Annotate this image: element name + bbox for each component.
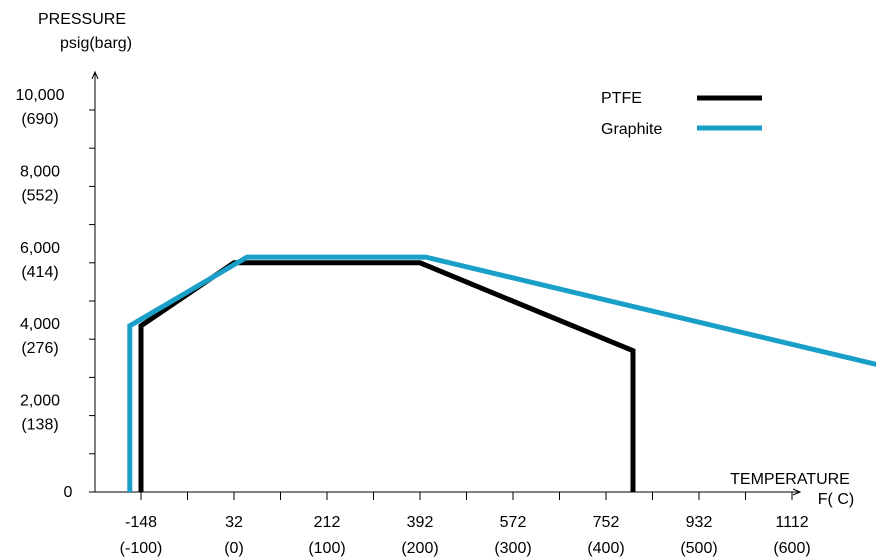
y-axis-arrowhead [91,70,99,80]
x-tick-sublabel-0: (-100) [120,540,163,557]
x-tick-sublabel-4: (300) [494,540,531,557]
legend-label-graphite: Graphite [601,121,662,138]
y-axis-title: PRESSURE [38,11,126,28]
x-tick-label-5: 752 [593,514,620,531]
x-tick-label-4: 572 [500,514,527,531]
y-axis-unit: psig(barg) [60,35,132,52]
x-tick-sublabel-7: (600) [773,540,810,557]
series-layer [127,254,876,492]
axes-layer [91,70,802,496]
ticks-layer: 0 2,000 (138) 4,000 (276) 6,000 (414) 8,000 (552… [16,87,811,557]
x-tick-label-1: 32 [225,514,243,531]
x-tick-sublabel-3: (200) [401,540,438,557]
x-axis-title: TEMPERATURE [730,471,850,488]
legend: PTFE Graphite [601,90,762,138]
y-tick-sublabel-5: (690) [21,111,58,128]
x-tick-label-6: 932 [686,514,713,531]
x-tick-label-0: -148 [125,514,157,531]
series-line-ptfe [138,260,636,492]
legend-item-ptfe: PTFE [601,90,762,107]
x-tick-label-3: 392 [407,514,434,531]
y-tick-label-5: 10,000 [16,87,65,104]
x-tick-sublabel-1: (0) [224,540,244,557]
y-tick-label-1: 2,000 [20,393,60,410]
y-tick-sublabel-1: (138) [21,417,58,434]
x-tick-sublabel-5: (400) [587,540,624,557]
series-line-graphite [127,254,876,492]
x-tick-label-2: 212 [314,514,341,531]
x-axis-arrowhead [792,488,802,496]
x-axis-unit: F( C) [818,491,854,508]
y-tick-sublabel-2: (276) [21,340,58,357]
x-tick-sublabel-2: (100) [308,540,345,557]
y-tick-sublabel-3: (414) [21,264,58,281]
y-tick-label-2: 4,000 [20,316,60,333]
legend-item-graphite: Graphite [601,121,762,138]
y-tick-label-4: 8,000 [20,163,60,180]
y-tick-label-0: 0 [64,484,73,501]
y-tick-sublabel-4: (552) [21,187,58,204]
legend-label-ptfe: PTFE [601,90,642,107]
y-tick-label-3: 6,000 [20,240,60,257]
x-tick-label-7: 1112 [775,514,808,531]
x-tick-sublabel-6: (500) [680,540,717,557]
